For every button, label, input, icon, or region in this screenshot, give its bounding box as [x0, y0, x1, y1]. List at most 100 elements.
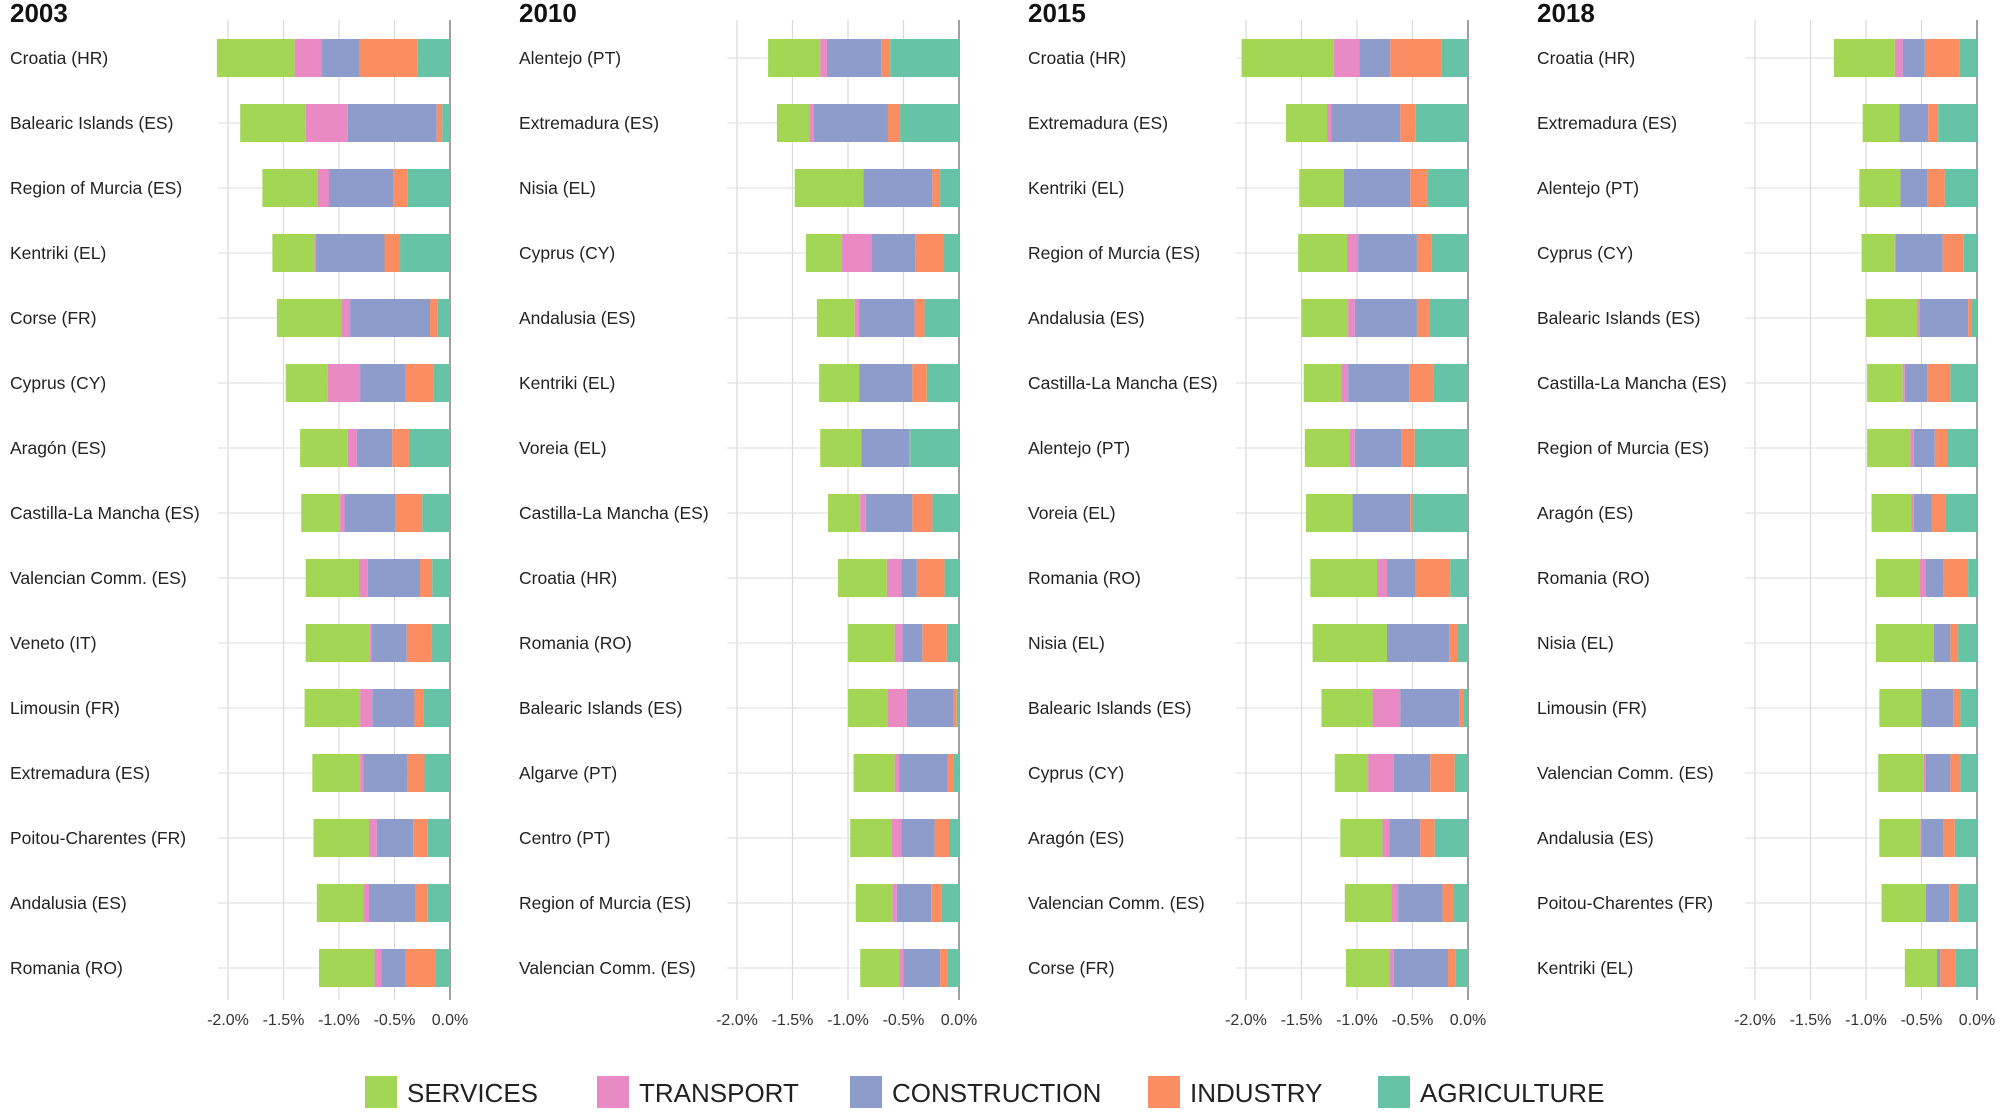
bar-transport: [1917, 299, 1920, 337]
bar-transport: [1894, 234, 1896, 272]
bar-industry: [912, 364, 927, 402]
bar-industry: [909, 429, 911, 467]
bar-construction: [813, 104, 888, 142]
bar-construction: [367, 559, 421, 597]
region-label: Region of Murcia (ES): [1028, 243, 1200, 263]
bar-agriculture: [947, 949, 959, 987]
bar-agriculture: [932, 494, 959, 532]
bar-agriculture: [1959, 39, 1977, 77]
bar-agriculture: [1958, 884, 1977, 922]
bar-services: [285, 364, 328, 402]
bar-transport: [360, 754, 364, 792]
bar-services: [319, 949, 375, 987]
bar-construction: [376, 819, 414, 857]
bar-services: [776, 104, 810, 142]
region-label: Alentejo (PT): [1028, 438, 1130, 458]
x-tick-label: -1.5%: [1281, 1012, 1323, 1029]
bar-construction: [1343, 169, 1411, 207]
bar-transport: [860, 494, 866, 532]
region-label: Aragón (ES): [1028, 828, 1124, 848]
region-label: Extremadura (ES): [1537, 113, 1677, 133]
bar-construction: [901, 559, 917, 597]
bar-agriculture: [417, 39, 450, 77]
bar-agriculture: [1950, 364, 1977, 402]
region-label: Kentriki (EL): [1028, 178, 1124, 198]
bar-agriculture: [433, 364, 450, 402]
bar-industry: [1409, 364, 1434, 402]
region-label: Andalusia (ES): [1028, 308, 1145, 328]
region-label: Algarve (PT): [519, 763, 617, 783]
bar-construction: [859, 299, 915, 337]
bar-industry: [358, 39, 418, 77]
bar-industry: [915, 234, 944, 272]
x-tick-label: 0.0%: [941, 1012, 977, 1029]
bar-services: [768, 39, 821, 77]
x-tick-label: -1.0%: [827, 1012, 869, 1029]
region-label: Limousin (FR): [1537, 698, 1647, 718]
bar-industry: [1927, 364, 1951, 402]
bar-services: [276, 299, 342, 337]
region-label: Castilla-La Mancha (ES): [519, 503, 709, 523]
bar-agriculture: [1955, 949, 1977, 987]
bar-industry: [947, 754, 954, 792]
panel-title: 2010: [519, 0, 577, 28]
region-label: Corse (FR): [1028, 958, 1115, 978]
bar-agriculture: [941, 884, 959, 922]
bar-agriculture: [435, 949, 450, 987]
bar-transport: [1341, 364, 1349, 402]
bar-industry: [1943, 559, 1969, 597]
bar-industry: [932, 169, 941, 207]
region-label: Region of Murcia (ES): [1537, 438, 1709, 458]
bar-construction: [1933, 624, 1951, 662]
bar-construction: [1900, 169, 1928, 207]
bar-agriculture: [890, 39, 959, 77]
region-label: Castilla-La Mancha (ES): [1028, 373, 1218, 393]
bar-agriculture: [949, 819, 959, 857]
bar-agriculture: [1434, 819, 1468, 857]
x-tick-label: -1.0%: [1845, 1012, 1887, 1029]
bar-services: [838, 559, 887, 597]
bar-services: [816, 299, 855, 337]
bar-transport: [314, 234, 316, 272]
bar-construction: [315, 234, 385, 272]
bar-transport: [294, 39, 322, 77]
region-label: Cyprus (CY): [1537, 243, 1633, 263]
bar-industry: [1950, 624, 1959, 662]
legend-swatch-services: [365, 1076, 397, 1108]
bar-services: [1241, 39, 1334, 77]
bar-industry: [934, 819, 950, 857]
bar-agriculture: [431, 624, 450, 662]
bar-services: [1878, 754, 1924, 792]
bar-agriculture: [1412, 494, 1468, 532]
bar-agriculture: [1433, 364, 1468, 402]
bar-industry: [931, 884, 942, 922]
x-tick-label: -2.0%: [716, 1012, 758, 1029]
bar-construction: [1386, 559, 1416, 597]
bar-services: [848, 624, 895, 662]
bar-construction: [1389, 819, 1421, 857]
bar-construction: [903, 949, 941, 987]
bar-construction: [368, 884, 416, 922]
bar-agriculture: [1958, 624, 1977, 662]
region-label: Castilla-La Mancha (ES): [1537, 373, 1727, 393]
bar-agriculture: [1954, 819, 1977, 857]
region-label: Extremadura (ES): [519, 113, 659, 133]
bar-services: [301, 494, 341, 532]
bar-services: [1345, 949, 1390, 987]
bar-construction: [1359, 39, 1391, 77]
bar-transport: [1348, 299, 1355, 337]
x-tick-label: -1.5%: [263, 1012, 305, 1029]
bar-construction: [1925, 559, 1944, 597]
legend-label: CONSTRUCTION: [892, 1078, 1101, 1108]
bar-agriculture: [1938, 104, 1977, 142]
bar-transport: [1382, 819, 1390, 857]
bar-industry: [953, 689, 957, 727]
bar-agriculture: [427, 819, 450, 857]
region-label: Cyprus (CY): [1028, 763, 1124, 783]
bar-industry: [1940, 949, 1956, 987]
bar-services: [1875, 624, 1934, 662]
bar-industry: [1416, 299, 1430, 337]
bar-agriculture: [944, 559, 959, 597]
bar-transport: [1923, 754, 1926, 792]
